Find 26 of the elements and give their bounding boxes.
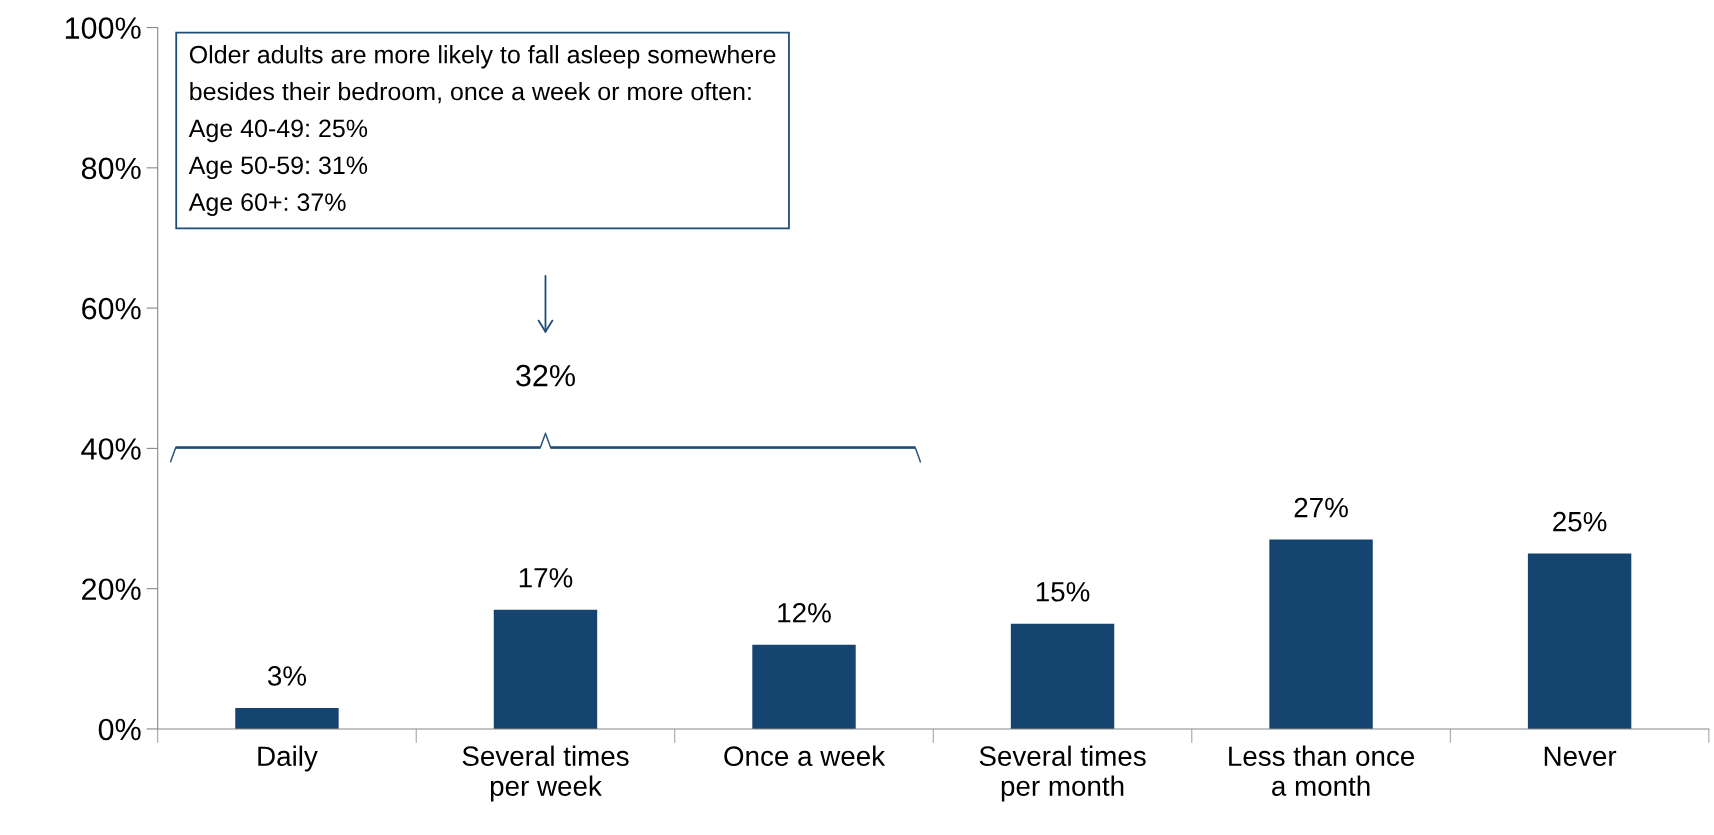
annotation: Older adults are more likely to fall asleep somewhere besides their bedroom, once a week or more often: Age 40-49: 25% Age 50-59: 31% Age 60+: 37%	[188, 45, 776, 216]
y-tick-label: 0%	[98, 718, 141, 741]
y-tick-label: 100%	[65, 17, 141, 39]
bar	[1527, 553, 1632, 729]
data-label: 27%	[1294, 497, 1348, 518]
y-tick-label: 40%	[81, 438, 141, 460]
data-label: 3%	[267, 666, 307, 686]
x-tick-label: Once a week	[724, 745, 886, 767]
bar	[1010, 623, 1115, 729]
x-tick-label: Never	[1544, 746, 1617, 767]
x-tick-label: Several times per month	[979, 745, 1146, 802]
x-tick-label: Several times per week	[462, 745, 629, 802]
bar	[235, 707, 339, 729]
bar	[1269, 539, 1373, 729]
data-label: 15%	[1036, 582, 1090, 602]
bar	[493, 609, 598, 729]
data-label: 12%	[778, 602, 831, 623]
y-tick-label: 60%	[82, 297, 141, 320]
x-tick-label: Daily	[258, 745, 318, 772]
y-tick-label: 20%	[82, 578, 141, 601]
y-tick-label: 80%	[81, 157, 141, 180]
data-label: 25%	[1553, 511, 1607, 532]
x-tick-label: Less than once a month	[1229, 745, 1415, 796]
annotation: 32%	[516, 364, 575, 387]
bar	[752, 644, 856, 729]
data-label: 17%	[519, 568, 573, 588]
